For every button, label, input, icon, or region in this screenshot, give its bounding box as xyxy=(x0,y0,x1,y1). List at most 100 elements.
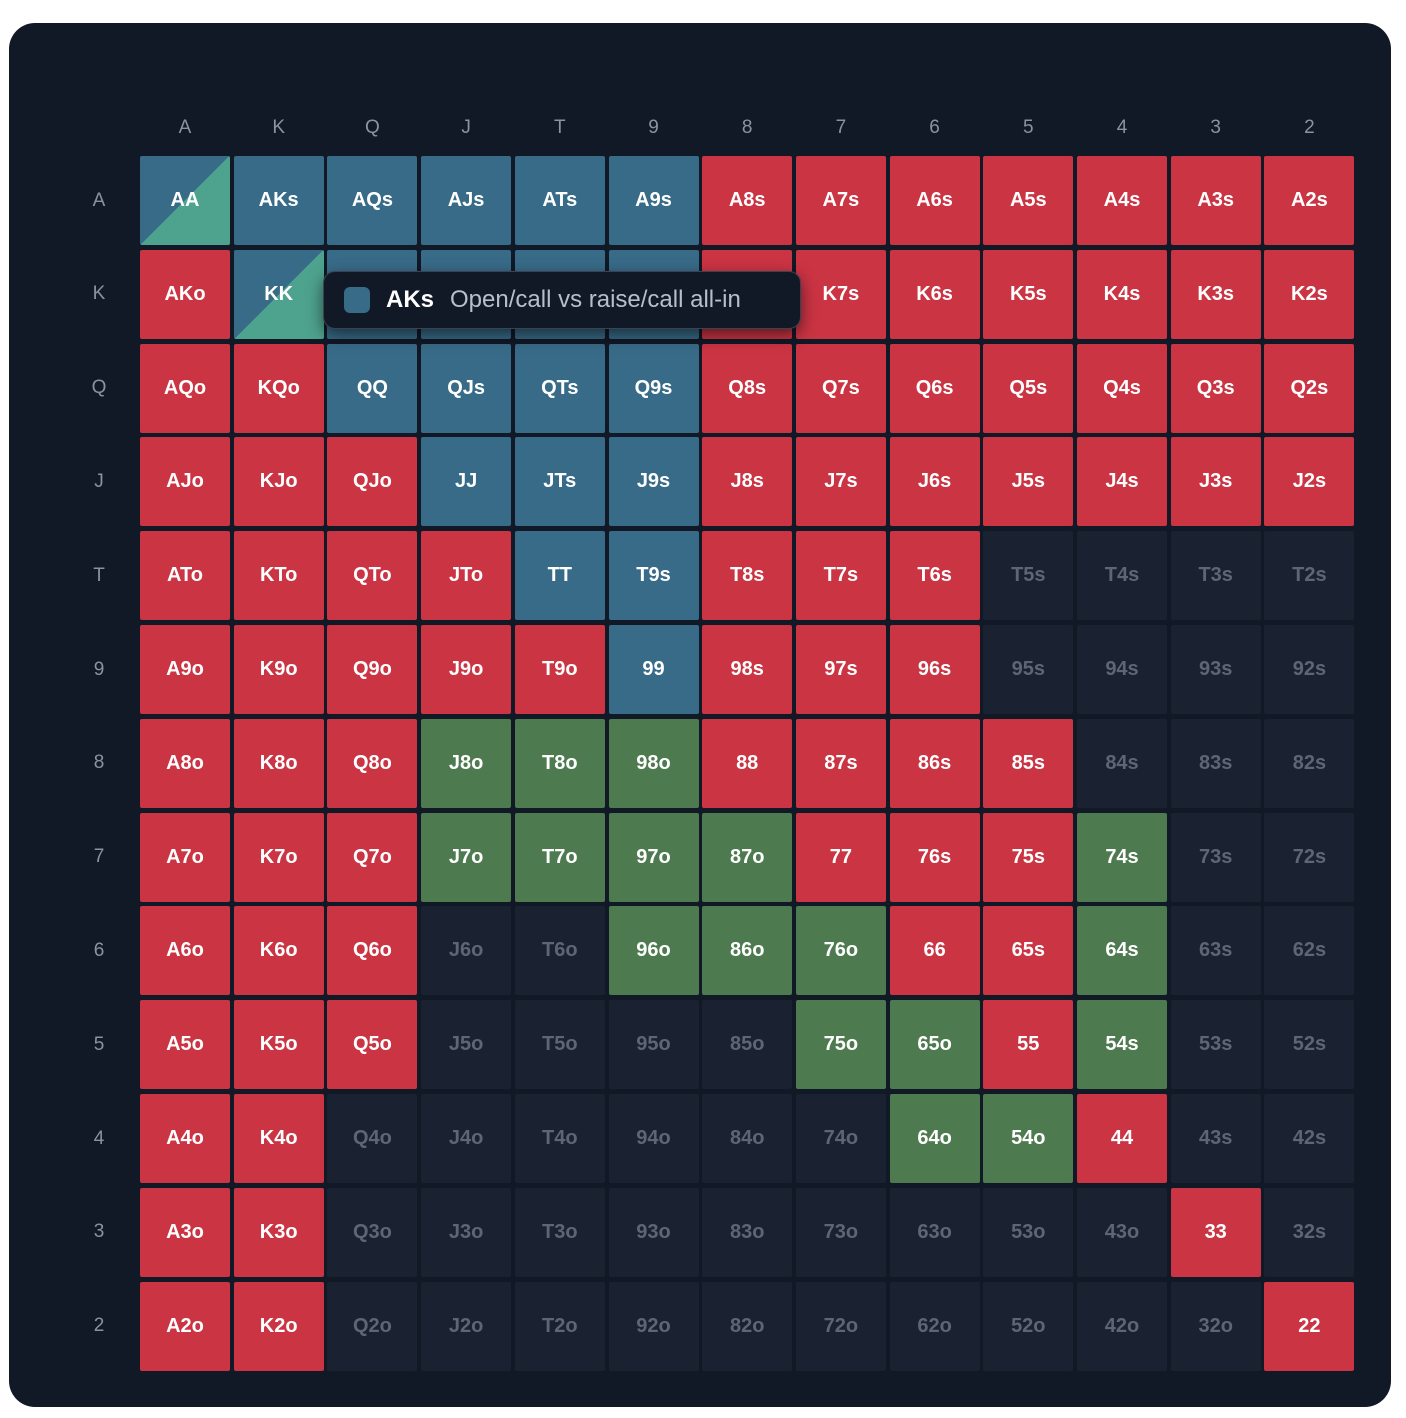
hand-cell-65s[interactable]: 65s xyxy=(983,906,1074,996)
hand-cell-Q4o[interactable]: Q4o xyxy=(327,1094,418,1183)
hand-cell-KQo[interactable]: KQo xyxy=(233,343,324,433)
hand-cell-T2s[interactable]: T2s xyxy=(1264,531,1355,621)
hand-cell-Q7s[interactable]: Q7s xyxy=(795,343,886,433)
hand-cell-T9o[interactable]: T9o xyxy=(514,625,605,714)
hand-cell-42s[interactable]: 42s xyxy=(1264,1094,1355,1183)
hand-cell-Q3o[interactable]: Q3o xyxy=(327,1187,418,1277)
hand-cell-77[interactable]: 77 xyxy=(795,812,886,902)
hand-cell-JTo[interactable]: JTo xyxy=(421,531,512,621)
hand-cell-98o[interactable]: 98o xyxy=(608,718,699,808)
hand-cell-K4o[interactable]: K4o xyxy=(233,1094,324,1183)
hand-cell-62s[interactable]: 62s xyxy=(1264,906,1355,996)
hand-cell-54s[interactable]: 54s xyxy=(1077,1000,1167,1090)
hand-cell-TT[interactable]: TT xyxy=(514,531,605,621)
hand-cell-K4s[interactable]: K4s xyxy=(1077,249,1167,339)
hand-cell-K6o[interactable]: K6o xyxy=(233,906,324,996)
hand-cell-KTo[interactable]: KTo xyxy=(233,531,324,621)
hand-cell-T5s[interactable]: T5s xyxy=(983,531,1074,621)
hand-cell-J4o[interactable]: J4o xyxy=(421,1094,512,1183)
hand-cell-J5o[interactable]: J5o xyxy=(421,1000,512,1090)
hand-cell-QTo[interactable]: QTo xyxy=(327,531,418,621)
hand-cell-A6o[interactable]: A6o xyxy=(140,906,230,996)
hand-cell-74s[interactable]: 74s xyxy=(1077,812,1167,902)
hand-cell-32s[interactable]: 32s xyxy=(1264,1187,1355,1277)
hand-cell-Q2o[interactable]: Q2o xyxy=(327,1281,418,1371)
hand-cell-86s[interactable]: 86s xyxy=(889,718,980,808)
hand-cell-K7s[interactable]: K7s xyxy=(795,249,886,339)
hand-cell-J7o[interactable]: J7o xyxy=(421,812,512,902)
hand-cell-84o[interactable]: 84o xyxy=(702,1094,793,1183)
hand-cell-A8o[interactable]: A8o xyxy=(140,718,230,808)
hand-cell-A2s[interactable]: A2s xyxy=(1264,156,1355,245)
hand-cell-74o[interactable]: 74o xyxy=(795,1094,886,1183)
hand-cell-A4o[interactable]: A4o xyxy=(140,1094,230,1183)
hand-cell-K3s[interactable]: K3s xyxy=(1170,249,1261,339)
hand-cell-73s[interactable]: 73s xyxy=(1170,812,1261,902)
hand-cell-83o[interactable]: 83o xyxy=(702,1187,793,1277)
hand-cell-A3s[interactable]: A3s xyxy=(1170,156,1261,245)
hand-cell-J9s[interactable]: J9s xyxy=(608,437,699,527)
hand-cell-KJo[interactable]: KJo xyxy=(233,437,324,527)
hand-cell-97o[interactable]: 97o xyxy=(608,812,699,902)
hand-cell-93s[interactable]: 93s xyxy=(1170,625,1261,714)
hand-cell-A6s[interactable]: A6s xyxy=(889,156,980,245)
hand-cell-T6s[interactable]: T6s xyxy=(889,531,980,621)
hand-cell-T7o[interactable]: T7o xyxy=(514,812,605,902)
hand-cell-Q8s[interactable]: Q8s xyxy=(702,343,793,433)
hand-cell-Q4s[interactable]: Q4s xyxy=(1077,343,1167,433)
hand-cell-A5s[interactable]: A5s xyxy=(983,156,1074,245)
hand-cell-K3o[interactable]: K3o xyxy=(233,1187,324,1277)
hand-cell-66[interactable]: 66 xyxy=(889,906,980,996)
hand-cell-64o[interactable]: 64o xyxy=(889,1094,980,1183)
hand-cell-J8o[interactable]: J8o xyxy=(421,718,512,808)
hand-cell-63o[interactable]: 63o xyxy=(889,1187,980,1277)
hand-cell-QTs[interactable]: QTs xyxy=(514,343,605,433)
hand-cell-A8s[interactable]: A8s xyxy=(702,156,793,245)
hand-cell-AJo[interactable]: AJo xyxy=(140,437,230,527)
hand-cell-K2o[interactable]: K2o xyxy=(233,1281,324,1371)
hand-cell-92o[interactable]: 92o xyxy=(608,1281,699,1371)
hand-cell-Q8o[interactable]: Q8o xyxy=(327,718,418,808)
hand-cell-32o[interactable]: 32o xyxy=(1170,1281,1261,1371)
hand-cell-K8o[interactable]: K8o xyxy=(233,718,324,808)
hand-cell-86o[interactable]: 86o xyxy=(702,906,793,996)
hand-cell-J5s[interactable]: J5s xyxy=(983,437,1074,527)
hand-cell-Q6o[interactable]: Q6o xyxy=(327,906,418,996)
hand-cell-88[interactable]: 88 xyxy=(702,718,793,808)
hand-cell-96s[interactable]: 96s xyxy=(889,625,980,714)
hand-cell-Q7o[interactable]: Q7o xyxy=(327,812,418,902)
hand-cell-J3o[interactable]: J3o xyxy=(421,1187,512,1277)
hand-cell-44[interactable]: 44 xyxy=(1077,1094,1167,1183)
hand-cell-T7s[interactable]: T7s xyxy=(795,531,886,621)
hand-cell-JTs[interactable]: JTs xyxy=(514,437,605,527)
hand-cell-Q5o[interactable]: Q5o xyxy=(327,1000,418,1090)
hand-cell-T4s[interactable]: T4s xyxy=(1077,531,1167,621)
hand-cell-ATs[interactable]: ATs xyxy=(514,156,605,245)
hand-cell-K2s[interactable]: K2s xyxy=(1264,249,1355,339)
hand-cell-J2o[interactable]: J2o xyxy=(421,1281,512,1371)
hand-cell-43s[interactable]: 43s xyxy=(1170,1094,1261,1183)
hand-cell-87o[interactable]: 87o xyxy=(702,812,793,902)
hand-cell-AJs[interactable]: AJs xyxy=(421,156,512,245)
hand-cell-Q9s[interactable]: Q9s xyxy=(608,343,699,433)
hand-cell-22[interactable]: 22 xyxy=(1264,1281,1355,1371)
hand-cell-KK[interactable]: KK xyxy=(233,249,324,339)
hand-cell-97s[interactable]: 97s xyxy=(795,625,886,714)
hand-cell-AKs[interactable]: AKs xyxy=(233,156,324,245)
hand-cell-J4s[interactable]: J4s xyxy=(1077,437,1167,527)
hand-cell-76s[interactable]: 76s xyxy=(889,812,980,902)
hand-cell-J7s[interactable]: J7s xyxy=(795,437,886,527)
hand-cell-63s[interactable]: 63s xyxy=(1170,906,1261,996)
hand-cell-52s[interactable]: 52s xyxy=(1264,1000,1355,1090)
hand-cell-T4o[interactable]: T4o xyxy=(514,1094,605,1183)
hand-cell-85o[interactable]: 85o xyxy=(702,1000,793,1090)
hand-cell-K9o[interactable]: K9o xyxy=(233,625,324,714)
hand-cell-QQ[interactable]: QQ xyxy=(327,343,418,433)
hand-cell-84s[interactable]: 84s xyxy=(1077,718,1167,808)
hand-cell-72o[interactable]: 72o xyxy=(795,1281,886,1371)
hand-cell-A3o[interactable]: A3o xyxy=(140,1187,230,1277)
hand-cell-T3s[interactable]: T3s xyxy=(1170,531,1261,621)
hand-cell-JJ[interactable]: JJ xyxy=(421,437,512,527)
hand-cell-A7o[interactable]: A7o xyxy=(140,812,230,902)
hand-cell-55[interactable]: 55 xyxy=(983,1000,1074,1090)
